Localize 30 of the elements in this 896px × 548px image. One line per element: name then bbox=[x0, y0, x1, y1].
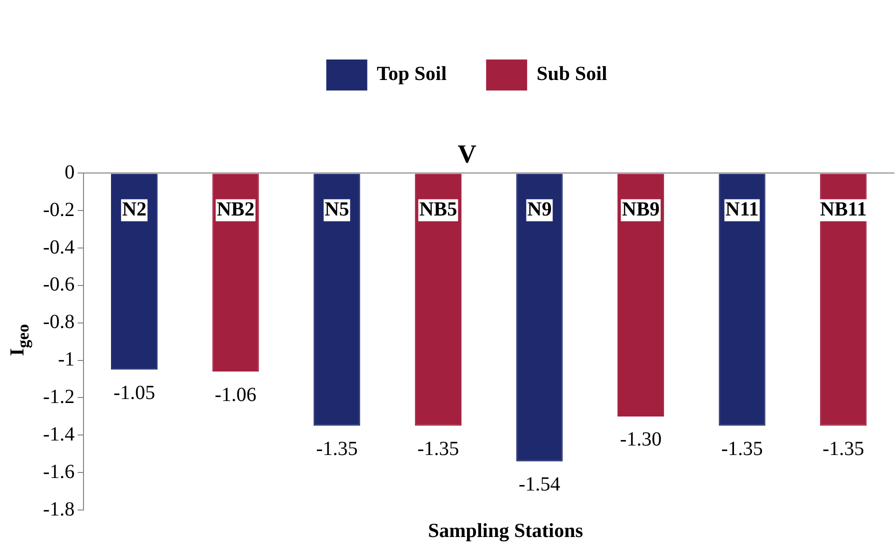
x-axis-title: Sampling Stations bbox=[426, 520, 584, 543]
x-tick-label: NB5 bbox=[419, 198, 458, 220]
y-tick-label: -1.8 bbox=[42, 498, 75, 520]
data-label: -1.35 bbox=[822, 438, 864, 460]
y-tick-label: -0.6 bbox=[42, 274, 75, 296]
x-tick-label: N11 bbox=[725, 198, 759, 220]
x-tick-label: NB11 bbox=[820, 198, 867, 220]
legend-label: Top Soil bbox=[376, 63, 448, 86]
data-label: -1.54 bbox=[518, 474, 560, 496]
y-tick-label: -0.2 bbox=[42, 198, 75, 221]
x-tick-label: N5 bbox=[324, 198, 350, 220]
y-tick-label: -0.8 bbox=[42, 311, 75, 334]
y-tick-label: -1.2 bbox=[42, 386, 75, 408]
y-tick-label: -0.4 bbox=[42, 236, 75, 258]
x-tick-label: NB2 bbox=[216, 198, 254, 220]
chart-title: V bbox=[458, 139, 477, 168]
x-tick-label: NB9 bbox=[622, 198, 660, 220]
data-label: -1.35 bbox=[316, 438, 358, 460]
y-tick-label: -1.6 bbox=[42, 460, 75, 483]
data-label: -1.06 bbox=[214, 384, 256, 406]
y-tick-label: 0 bbox=[64, 161, 75, 184]
data-label: -1.30 bbox=[620, 428, 662, 451]
data-label: -1.05 bbox=[113, 382, 156, 404]
data-label: -1.35 bbox=[417, 438, 460, 460]
y-tick-label: -1 bbox=[58, 348, 75, 371]
x-tick-label: N9 bbox=[527, 198, 552, 220]
x-tick-label: N2 bbox=[122, 198, 147, 220]
legend-label: Sub Soil bbox=[536, 63, 608, 86]
data-label: -1.35 bbox=[721, 438, 763, 460]
y-tick-label: -1.4 bbox=[42, 423, 75, 446]
